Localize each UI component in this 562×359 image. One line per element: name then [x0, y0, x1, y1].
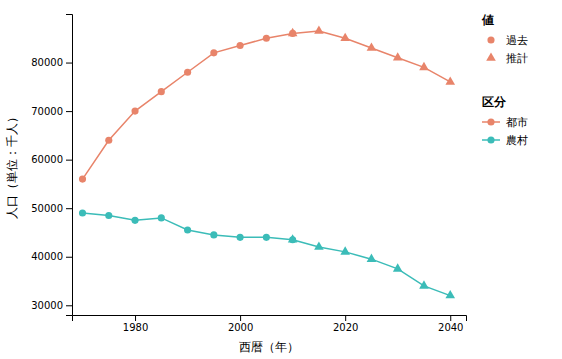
tick-mark — [66, 305, 72, 306]
axis-line — [66, 15, 73, 316]
point — [288, 234, 298, 242]
tick-label: 70000 — [31, 106, 63, 117]
tick-label: 2020 — [333, 322, 358, 333]
legend-label: 都市 — [506, 116, 528, 129]
x-tick: 2040 — [438, 315, 463, 333]
point — [158, 88, 165, 95]
y-tick: 80000 — [31, 57, 72, 68]
legend-entry: 都市 — [482, 116, 528, 129]
tick-mark — [66, 111, 72, 112]
point — [263, 35, 270, 42]
tick-mark — [66, 63, 72, 64]
tick-label: 30000 — [31, 300, 63, 311]
point — [105, 212, 112, 219]
legend-symbol — [487, 136, 494, 143]
point — [237, 234, 244, 241]
point — [237, 42, 244, 49]
tick-label: 2040 — [438, 322, 463, 333]
y-axis-title: 人口（単位：千人） — [5, 111, 19, 219]
legend-label: 過去 — [506, 34, 528, 47]
tick-mark — [66, 208, 72, 209]
axis-line — [73, 316, 467, 322]
point — [210, 231, 217, 238]
tick-label: 1980 — [123, 322, 148, 333]
y-tick: 40000 — [31, 251, 72, 262]
legend-symbol — [486, 52, 496, 60]
point — [314, 241, 324, 249]
chart: 1980 2000 2020 2040 30000 40000 50000 60000 7000… — [0, 0, 562, 359]
tick-mark — [240, 315, 241, 321]
legend: 値過去推計 — [481, 13, 528, 65]
legend: 区分都市農村 — [482, 95, 528, 147]
x-axis-title: 西暦（年） — [239, 340, 299, 354]
tick-label: 80000 — [31, 57, 63, 68]
y-tick: 60000 — [31, 154, 72, 165]
legend-entry: 推計 — [486, 52, 528, 65]
point — [419, 62, 429, 70]
point — [158, 214, 165, 221]
y-tick: 30000 — [31, 300, 72, 311]
point — [340, 246, 350, 254]
tick-label: 60000 — [31, 154, 63, 165]
line — [83, 33, 293, 179]
legend-symbol — [487, 36, 494, 43]
line — [83, 213, 293, 240]
legend-label: 推計 — [506, 52, 528, 65]
x-tick: 1980 — [123, 315, 148, 333]
legend-title: 区分 — [482, 95, 507, 109]
y-axis: 30000 40000 50000 60000 70000 80000 — [31, 15, 72, 316]
point — [393, 52, 403, 60]
point — [445, 290, 455, 298]
point — [184, 69, 191, 76]
tick-mark — [135, 315, 136, 321]
tick-mark — [450, 315, 451, 321]
x-tick: 2020 — [333, 315, 358, 333]
point — [131, 217, 138, 224]
point — [79, 209, 86, 216]
legend-label: 農村 — [506, 134, 528, 147]
point — [79, 175, 86, 182]
point — [263, 234, 270, 241]
line — [293, 31, 451, 82]
y-tick: 50000 — [31, 203, 72, 214]
plot-area — [79, 25, 455, 298]
tick-mark — [66, 257, 72, 258]
line — [293, 240, 451, 296]
point — [105, 137, 112, 144]
point — [367, 254, 377, 262]
point — [210, 49, 217, 56]
point — [393, 263, 403, 271]
point — [314, 25, 324, 33]
point — [184, 226, 191, 233]
tick-label: 2000 — [228, 322, 253, 333]
x-axis: 1980 2000 2020 2040 — [73, 315, 467, 333]
tick-label: 50000 — [31, 203, 63, 214]
point — [367, 42, 377, 50]
legend-symbol — [487, 118, 494, 125]
point — [445, 76, 455, 84]
legend-entry: 農村 — [482, 134, 528, 147]
x-tick: 2000 — [228, 315, 253, 333]
point — [340, 33, 350, 41]
legend-entry: 過去 — [487, 34, 528, 47]
point — [131, 108, 138, 115]
y-tick: 70000 — [31, 106, 72, 117]
tick-mark — [66, 160, 72, 161]
point — [419, 280, 429, 288]
point — [288, 28, 298, 36]
tick-mark — [345, 315, 346, 321]
tick-label: 40000 — [31, 251, 63, 262]
legend-title: 値 — [481, 13, 494, 27]
